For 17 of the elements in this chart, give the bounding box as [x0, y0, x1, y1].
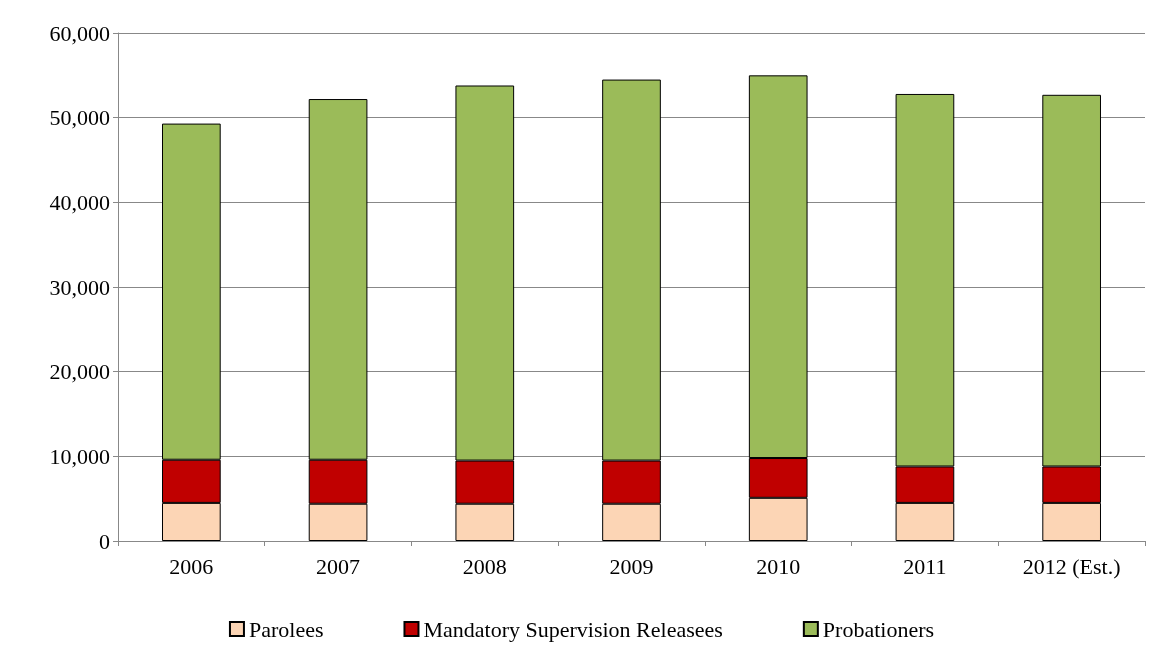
x-tick-label: 2011	[903, 553, 947, 579]
y-tick-label: 30,000	[49, 274, 110, 300]
legend-label: Probationers	[822, 616, 935, 642]
x-tick-label: 2009	[609, 553, 654, 579]
y-tick-label: 40,000	[49, 189, 110, 215]
y-tick-label: 60,000	[49, 20, 110, 46]
y-tick-label: 20,000	[49, 359, 110, 385]
legend-label: Mandatory Supervision Releasees	[423, 616, 723, 642]
x-tick-label: 2010	[756, 553, 801, 579]
y-tick-label: 0	[99, 528, 110, 554]
x-tick-label: 2012 (Est.)	[1022, 553, 1121, 579]
legend-label: Parolees	[248, 616, 324, 642]
x-tick-label: 2007	[316, 553, 361, 579]
x-tick-label: 2006	[169, 553, 214, 579]
x-tick-label: 2008	[462, 553, 507, 579]
y-tick-label: 10,000	[49, 443, 110, 469]
y-tick-label: 50,000	[49, 105, 110, 131]
